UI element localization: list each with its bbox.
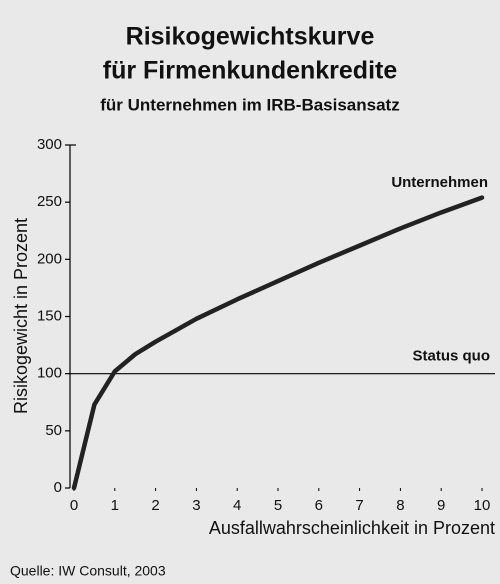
chart-subtitle: für Unternehmen im IRB-Basisansatz [100,95,399,114]
y-tick-label: 200 [37,250,62,267]
chart-title: für Firmenkundenkredite [103,57,398,85]
x-tick-label: 2 [151,497,159,514]
series-label: Unternehmen [391,174,488,191]
x-tick-label: 9 [437,497,445,514]
source: Quelle: IW Consult, 2003 [10,563,166,579]
reference-label: Status quo [413,348,491,365]
y-tick-label: 250 [37,193,62,210]
y-tick-label: 100 [37,365,62,382]
x-tick-label: 6 [315,497,323,514]
x-tick-label: 7 [355,497,363,514]
x-axis-label: Ausfallwahrscheinlichkeit in Prozent [209,518,495,538]
y-tick-label: 150 [37,307,62,324]
x-tick-label: 5 [274,497,282,514]
x-tick-label: 0 [70,497,78,514]
x-tick-label: 8 [396,497,404,514]
x-tick-label: 1 [111,497,119,514]
y-tick-label: 300 [37,136,62,153]
x-tick-label: 4 [233,497,241,514]
data-line [71,195,485,491]
chart-title: Risikogewichtskurve [126,23,375,51]
y-tick-label: 50 [45,422,62,439]
y-tick-label: 0 [54,479,62,496]
y-axis-label: Risikogewicht in Prozent [11,218,31,414]
x-tick-label: 10 [474,497,491,514]
x-tick-label: 3 [192,497,200,514]
